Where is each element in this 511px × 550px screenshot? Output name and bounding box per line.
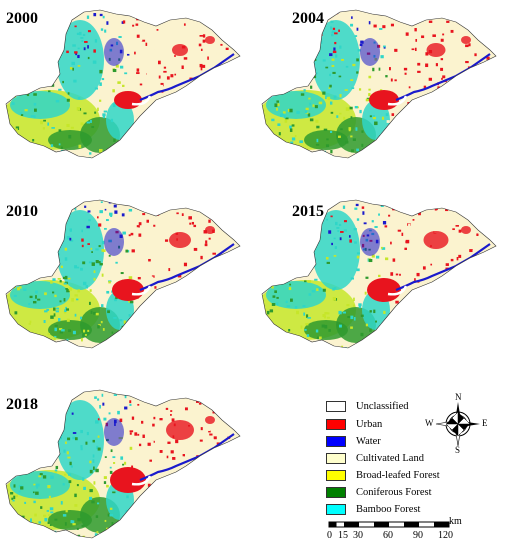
legend-swatch	[326, 487, 346, 498]
legend-label: Unclassified	[356, 401, 409, 412]
map-2000	[5, 9, 241, 159]
legend-swatch	[326, 470, 346, 481]
legend-swatch	[326, 504, 346, 515]
legend-label: Water	[356, 436, 381, 447]
legend-label: Broad-leafed Forest	[356, 470, 440, 481]
year-label: 2000	[6, 10, 38, 27]
legend: Unclassified Urban Water Cultivated Land…	[326, 392, 506, 548]
compass-west: W	[425, 418, 434, 428]
year-label: 2015	[292, 203, 324, 220]
compass-north: N	[455, 392, 462, 402]
compass-east: E	[482, 418, 488, 428]
legend-item-cultivated-land: Cultivated Land	[326, 452, 424, 465]
scale-tick: 90	[413, 530, 423, 541]
compass-south: S	[455, 445, 461, 455]
year-label: 2004	[292, 10, 324, 27]
compass-rose-graphic	[435, 402, 480, 447]
legend-item-unclassified: Unclassified	[326, 400, 409, 413]
map-panel-2010: 2010	[0, 190, 255, 360]
year-label: 2010	[6, 203, 38, 220]
legend-item-water: Water	[326, 435, 381, 448]
legend-swatch	[326, 436, 346, 447]
legend-label: Cultivated Land	[356, 453, 424, 464]
map-2018	[5, 389, 241, 539]
year-label: 2018	[6, 396, 38, 413]
scale-tick: 120	[438, 530, 453, 541]
legend-item-broad-leafed-forest: Broad-leafed Forest	[326, 469, 440, 482]
scale-tick: 60	[383, 530, 393, 541]
scale-tick: 15	[338, 530, 348, 541]
compass-rose-icon: N S E W	[425, 392, 488, 455]
scale-unit: km	[449, 516, 462, 527]
scale-tick: 0	[327, 530, 332, 541]
map-panel-2018: 2018	[0, 380, 255, 550]
legend-item-bamboo-forest: Bamboo Forest	[326, 503, 420, 516]
scale-tick: 30	[353, 530, 363, 541]
legend-swatch	[326, 453, 346, 464]
legend-item-urban: Urban	[326, 418, 382, 431]
legend-label: Bamboo Forest	[356, 504, 421, 515]
map-2010	[5, 199, 241, 349]
map-panel-2000: 2000	[0, 0, 255, 170]
legend-swatch	[326, 419, 346, 430]
legend-swatch	[326, 401, 346, 412]
map-2004	[261, 9, 497, 159]
legend-label: Urban	[356, 419, 383, 430]
legend-label: Coniferous Forest	[356, 487, 432, 498]
scale-bar-graphic	[328, 521, 450, 528]
legend-item-coniferous-forest: Coniferous Forest	[326, 486, 432, 499]
map-2015	[261, 199, 497, 349]
map-panel-2004: 2004	[256, 0, 511, 170]
scale-bar: 0 15 30 60 90 120 km	[327, 516, 462, 548]
map-panel-2015: 2015	[256, 190, 511, 360]
